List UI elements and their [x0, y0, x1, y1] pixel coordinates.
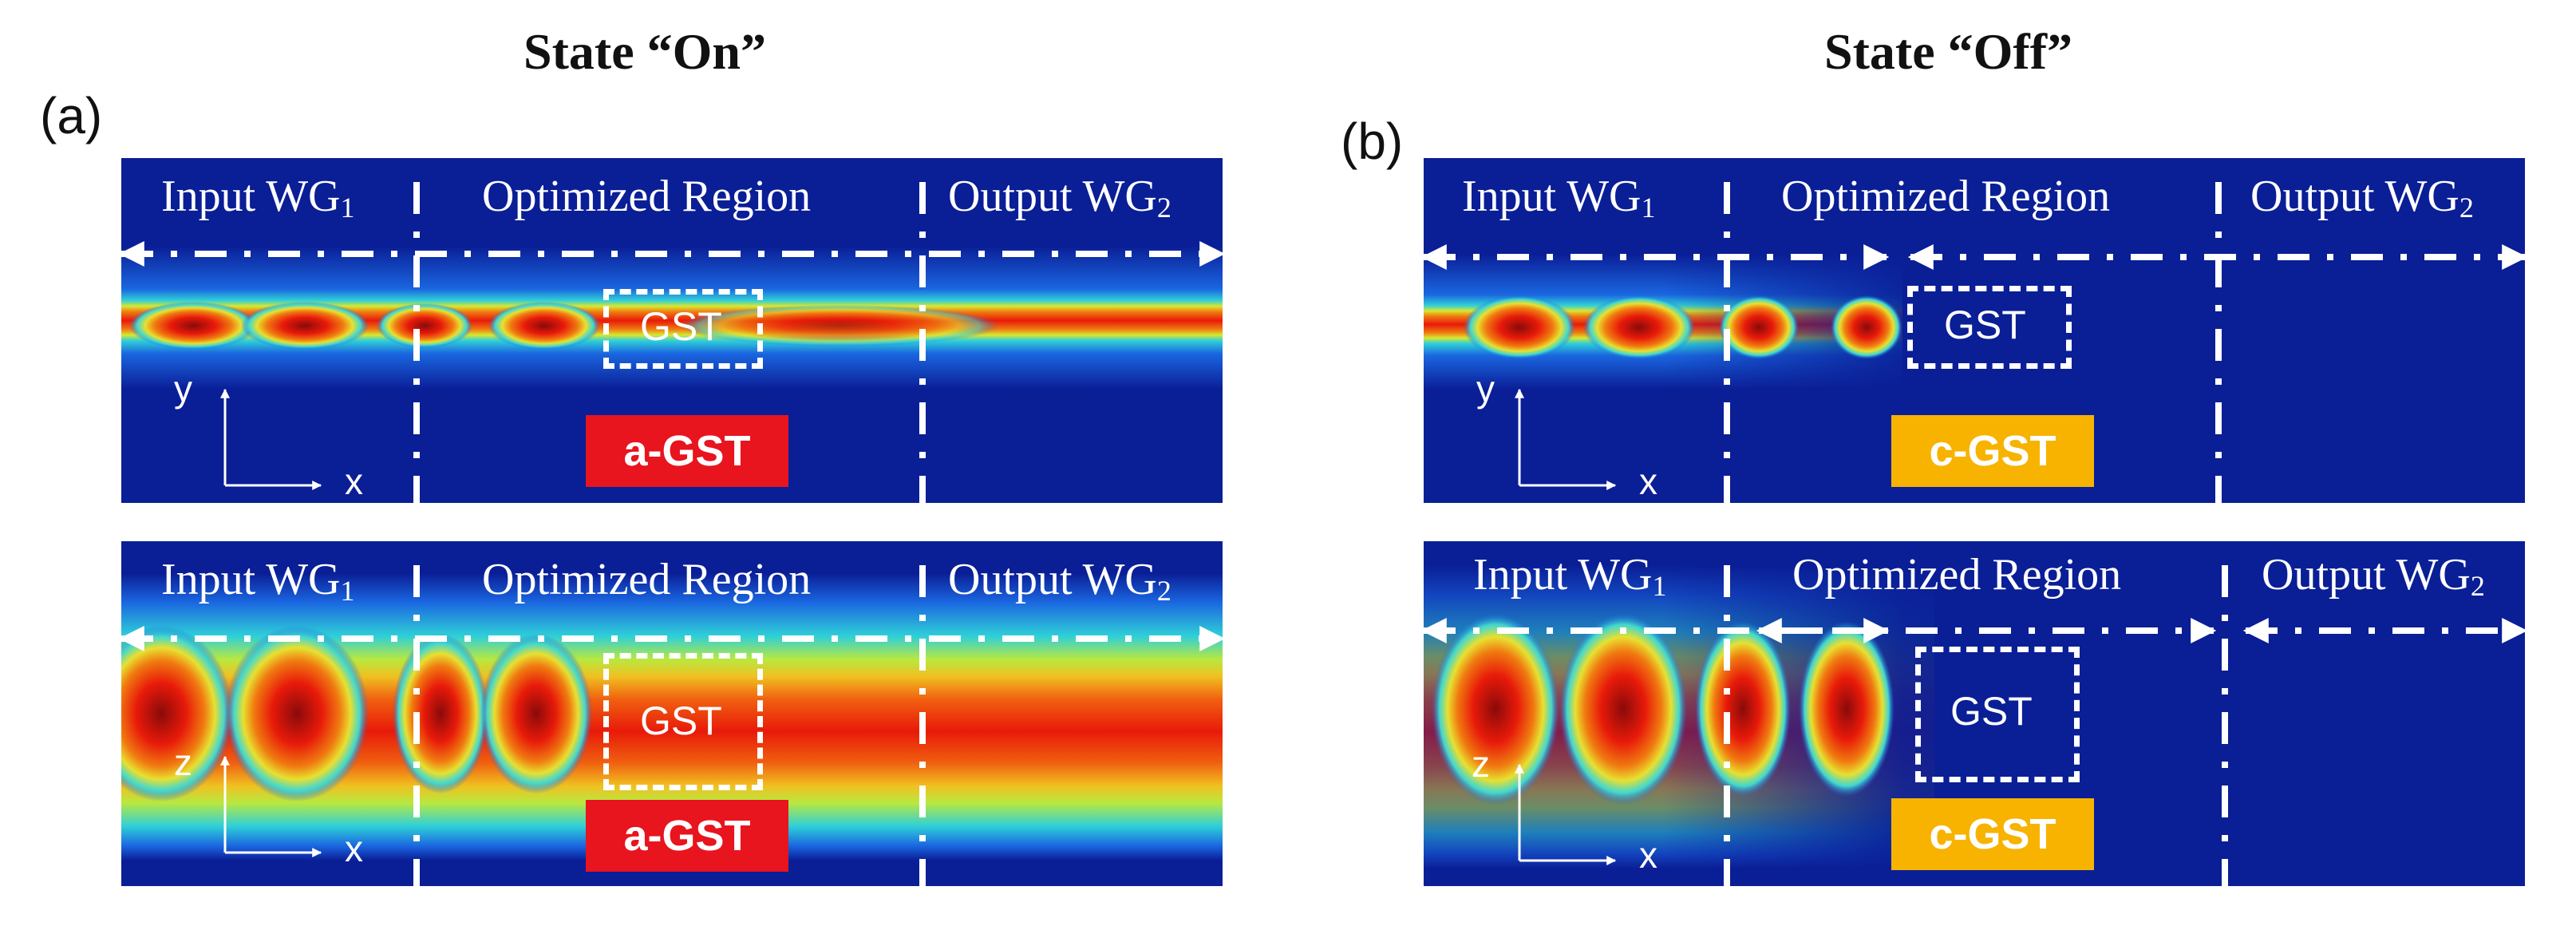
panel-on-xy: Input WG1 Optimized Region Output WG2 GS… [121, 158, 1223, 503]
gst-label: GST [1950, 689, 2033, 734]
gst-box [603, 653, 763, 790]
label-input-wg: Input WG1 [161, 555, 355, 607]
label-optimized-region: Optimized Region [1781, 172, 2111, 221]
axis-label-x: x [345, 461, 363, 502]
panel-off-xy: Input WG1 Optimized Region Output WG2 GS… [1424, 158, 2525, 503]
label-optimized-region: Optimized Region [1792, 550, 2122, 600]
label-output-wg: Output WG2 [948, 555, 1171, 607]
label-input-wg: Input WG1 [161, 172, 355, 224]
gst-box [1915, 647, 2080, 782]
gst-label: GST [640, 698, 722, 743]
label-output-wg: Output WG2 [2250, 172, 2474, 224]
badge-a-gst: a-GST [586, 800, 788, 872]
label-output-wg: Output WG2 [2262, 550, 2485, 602]
axis-label-x: x [1639, 834, 1657, 876]
badge-a-gst: a-GST [586, 415, 788, 487]
gst-box [603, 289, 763, 369]
label-optimized-region: Optimized Region [482, 172, 812, 221]
badge-c-gst: c-GST [1891, 415, 2094, 487]
panel-off-xz: Input WG1 Optimized Region Output WG2 GS… [1424, 541, 2525, 886]
label-input-wg: Input WG1 [1462, 172, 1656, 224]
panel-label-a: (a) [40, 87, 103, 144]
axis-label-x: x [1639, 461, 1657, 502]
gst-box [1907, 286, 2072, 369]
gst-label: GST [640, 304, 722, 349]
panel-on-xz: Input WG1 Optimized Region Output WG2 GS… [121, 541, 1223, 886]
axis-label-y: y [174, 368, 192, 410]
axis-label-y: y [1476, 368, 1495, 410]
axis-label-z: z [174, 742, 192, 783]
title-state-on: State “On” [523, 23, 766, 80]
title-state-off: State “Off” [1824, 23, 2073, 80]
label-input-wg: Input WG1 [1473, 550, 1667, 602]
panel-label-b: (b) [1341, 113, 1404, 170]
label-optimized-region: Optimized Region [482, 555, 812, 604]
badge-c-gst: c-GST [1891, 798, 2094, 870]
gst-label: GST [1944, 303, 2026, 347]
field-map-on-xz [121, 541, 1223, 886]
label-output-wg: Output WG2 [948, 172, 1171, 224]
field-map-off-xy [1424, 158, 2525, 503]
axis-label-x: x [345, 828, 363, 869]
axis-label-z: z [1472, 743, 1490, 785]
